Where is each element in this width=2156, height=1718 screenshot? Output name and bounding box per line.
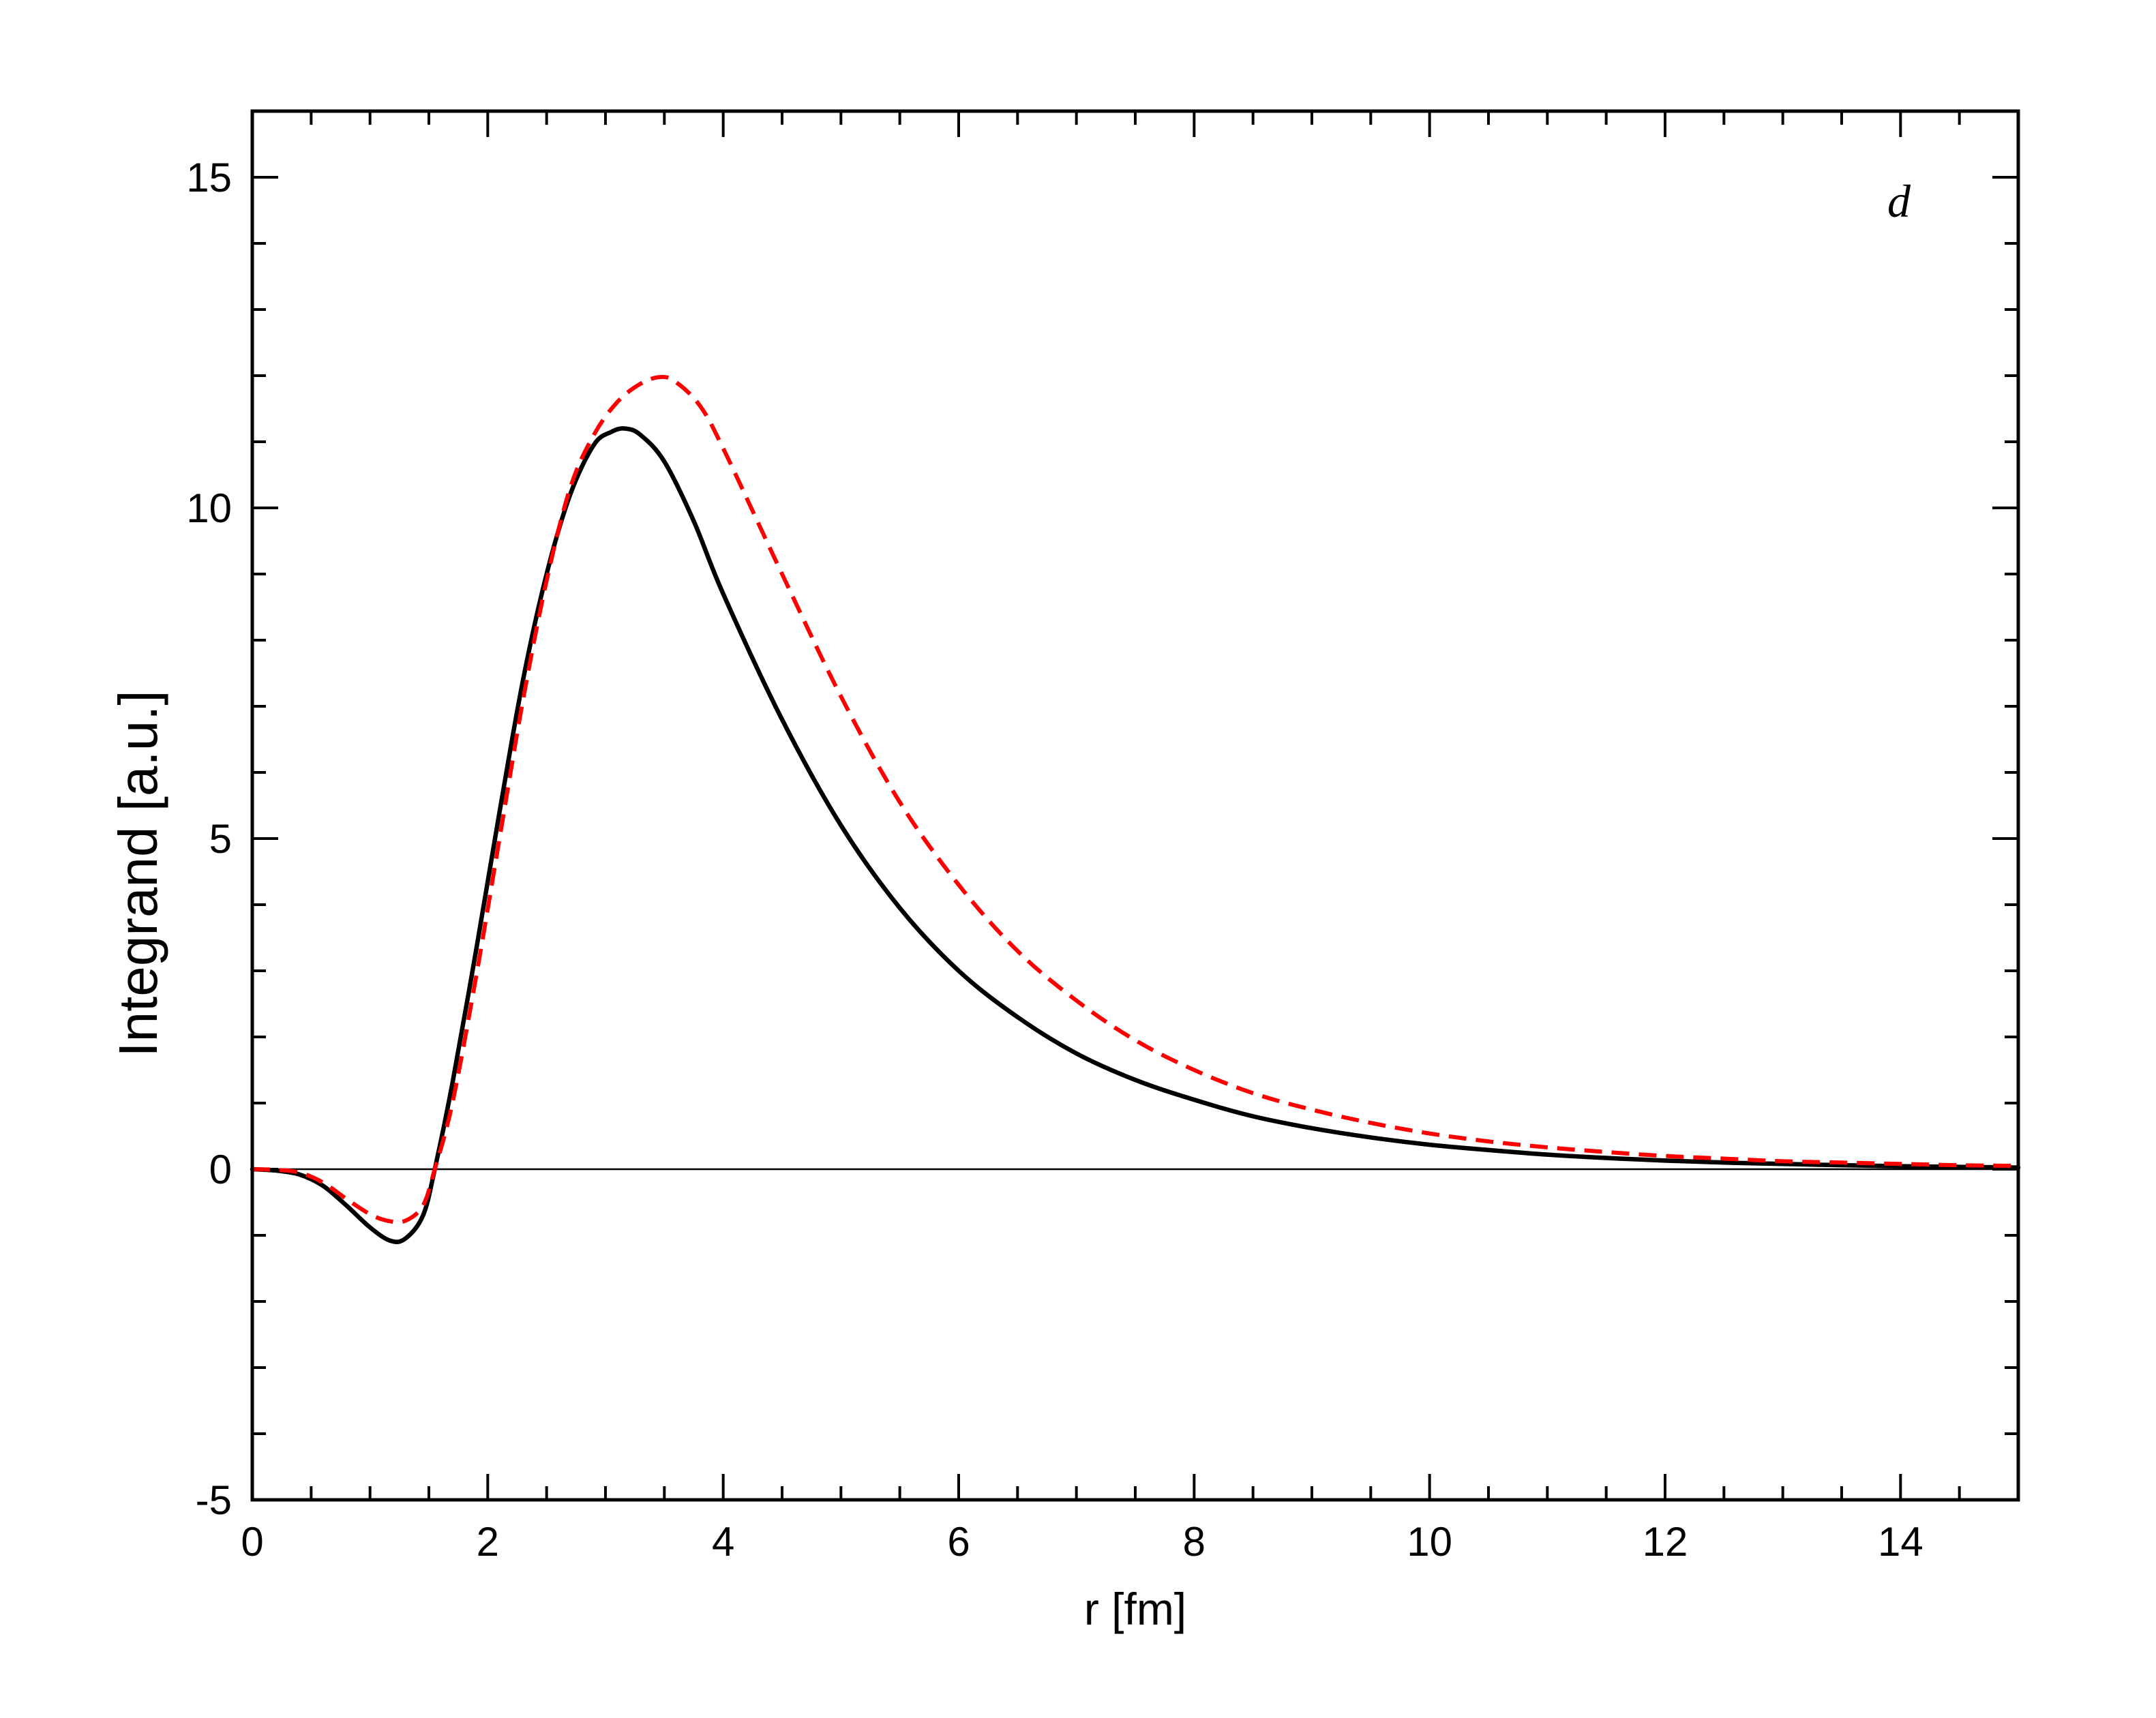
y-tick-label: 15 [186,155,232,200]
x-tick-label: 2 [477,1519,499,1565]
y-tick-label: 0 [209,1147,232,1192]
x-tick-label: 6 [947,1519,970,1565]
x-tick-label: 8 [1183,1519,1206,1565]
y-tick-label: 5 [209,816,232,862]
y-tick-label: 10 [186,485,232,531]
x-tick-label: 14 [1878,1519,1923,1565]
series-line-dashed [252,374,2019,1224]
x-axis-title: r [fm] [1084,1584,1186,1634]
x-tick-label: 12 [1643,1519,1688,1565]
series-layer [250,374,2021,1244]
plot-frame [250,109,2020,1502]
x-tick-label: 0 [241,1519,263,1565]
x-tick-label: 10 [1407,1519,1452,1565]
x-tick-label: 4 [712,1519,734,1565]
y-tick-label: -5 [196,1477,232,1523]
panel-label: d [1887,175,1911,227]
y-axis-title: Integrand [a.u.] [108,690,168,1057]
